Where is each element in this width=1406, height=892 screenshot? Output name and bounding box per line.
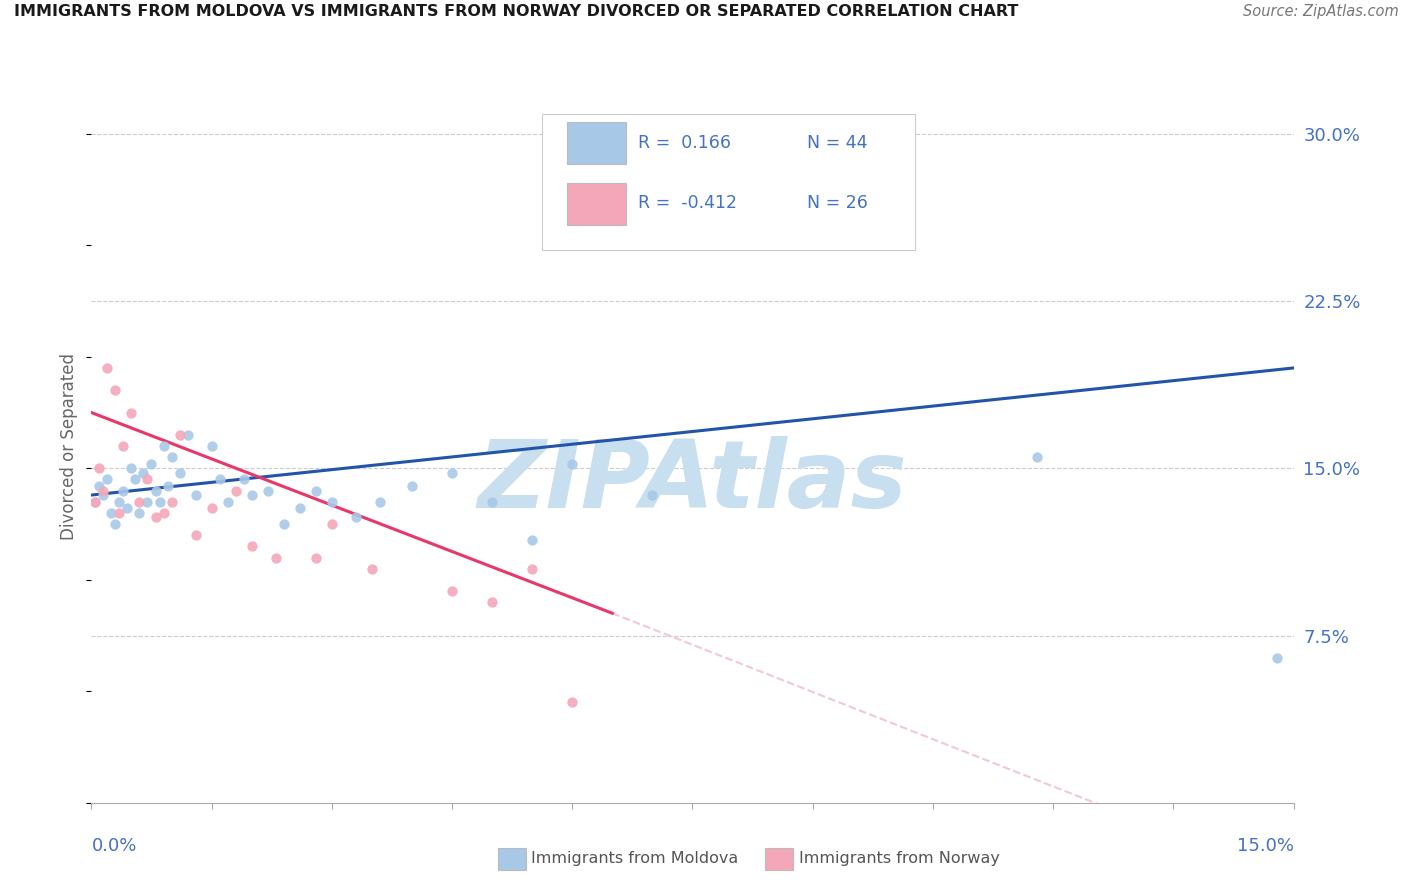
Text: Immigrants from Moldova: Immigrants from Moldova (531, 852, 738, 866)
Point (240, 539, 263, 553)
Point (121, 461, 143, 475)
Point (160, 450, 183, 464)
Point (104, 517, 127, 532)
Point (641, 488, 664, 502)
Point (481, 595, 503, 609)
Point (100, 506, 122, 520)
Point (184, 488, 207, 502)
Point (305, 483, 328, 498)
Y-axis label: Divorced or Separated: Divorced or Separated (60, 352, 79, 540)
Point (201, 439, 224, 453)
Point (108, 494, 131, 508)
Point (264, 550, 287, 565)
Point (136, 473, 159, 487)
Text: ZIPAtlas: ZIPAtlas (478, 435, 907, 528)
Point (184, 528, 207, 542)
Text: 15.0%: 15.0% (1236, 837, 1294, 855)
Text: Immigrants from Norway: Immigrants from Norway (799, 852, 1000, 866)
Point (117, 501, 139, 516)
Point (176, 428, 198, 442)
Point (128, 506, 150, 520)
FancyBboxPatch shape (568, 122, 626, 164)
Point (208, 473, 231, 487)
Point (321, 494, 343, 508)
Point (121, 405, 143, 420)
Point (305, 550, 328, 565)
Point (145, 483, 167, 498)
Point (169, 428, 191, 442)
Text: IMMIGRANTS FROM MOLDOVA VS IMMIGRANTS FROM NORWAY DIVORCED OR SEPARATED CORRELAT: IMMIGRANTS FROM MOLDOVA VS IMMIGRANTS FR… (14, 4, 1018, 20)
Text: R =  -0.412: R = -0.412 (638, 194, 737, 212)
Point (145, 510, 167, 524)
Point (1267, 651, 1289, 665)
Point (441, 466, 464, 480)
Point (141, 457, 163, 471)
Point (368, 494, 391, 508)
FancyBboxPatch shape (543, 114, 915, 250)
Point (360, 562, 382, 576)
Point (93, 488, 115, 502)
Point (256, 483, 278, 498)
Point (288, 501, 311, 516)
Point (1026, 450, 1049, 464)
Point (84, 494, 107, 508)
Point (112, 439, 135, 453)
Point (152, 439, 174, 453)
Point (124, 473, 146, 487)
Point (104, 384, 127, 398)
Point (89, 479, 111, 493)
Point (520, 533, 543, 547)
Point (520, 562, 543, 576)
Point (225, 483, 247, 498)
Point (132, 466, 155, 480)
Point (156, 479, 179, 493)
Point (96, 473, 118, 487)
Point (108, 506, 131, 520)
Point (169, 466, 191, 480)
Point (737, 194, 759, 208)
Point (93, 483, 115, 498)
Point (344, 510, 367, 524)
Point (201, 501, 224, 516)
Point (561, 696, 583, 710)
Point (321, 517, 343, 532)
Point (152, 506, 174, 520)
Point (441, 583, 464, 598)
Point (401, 479, 423, 493)
Text: 0.0%: 0.0% (91, 837, 136, 855)
Point (96, 360, 118, 375)
Point (89, 461, 111, 475)
Point (148, 494, 170, 508)
Point (232, 473, 254, 487)
Point (160, 494, 183, 508)
Point (561, 457, 583, 471)
Point (128, 494, 150, 508)
Point (136, 494, 159, 508)
Point (84, 494, 107, 508)
Point (481, 494, 503, 508)
Point (273, 517, 295, 532)
Text: N = 26: N = 26 (807, 194, 868, 212)
Text: Source: ZipAtlas.com: Source: ZipAtlas.com (1243, 4, 1399, 20)
Point (112, 483, 135, 498)
Point (240, 488, 263, 502)
Text: N = 44: N = 44 (807, 134, 868, 152)
FancyBboxPatch shape (568, 183, 626, 225)
Point (217, 494, 239, 508)
Text: R =  0.166: R = 0.166 (638, 134, 731, 152)
